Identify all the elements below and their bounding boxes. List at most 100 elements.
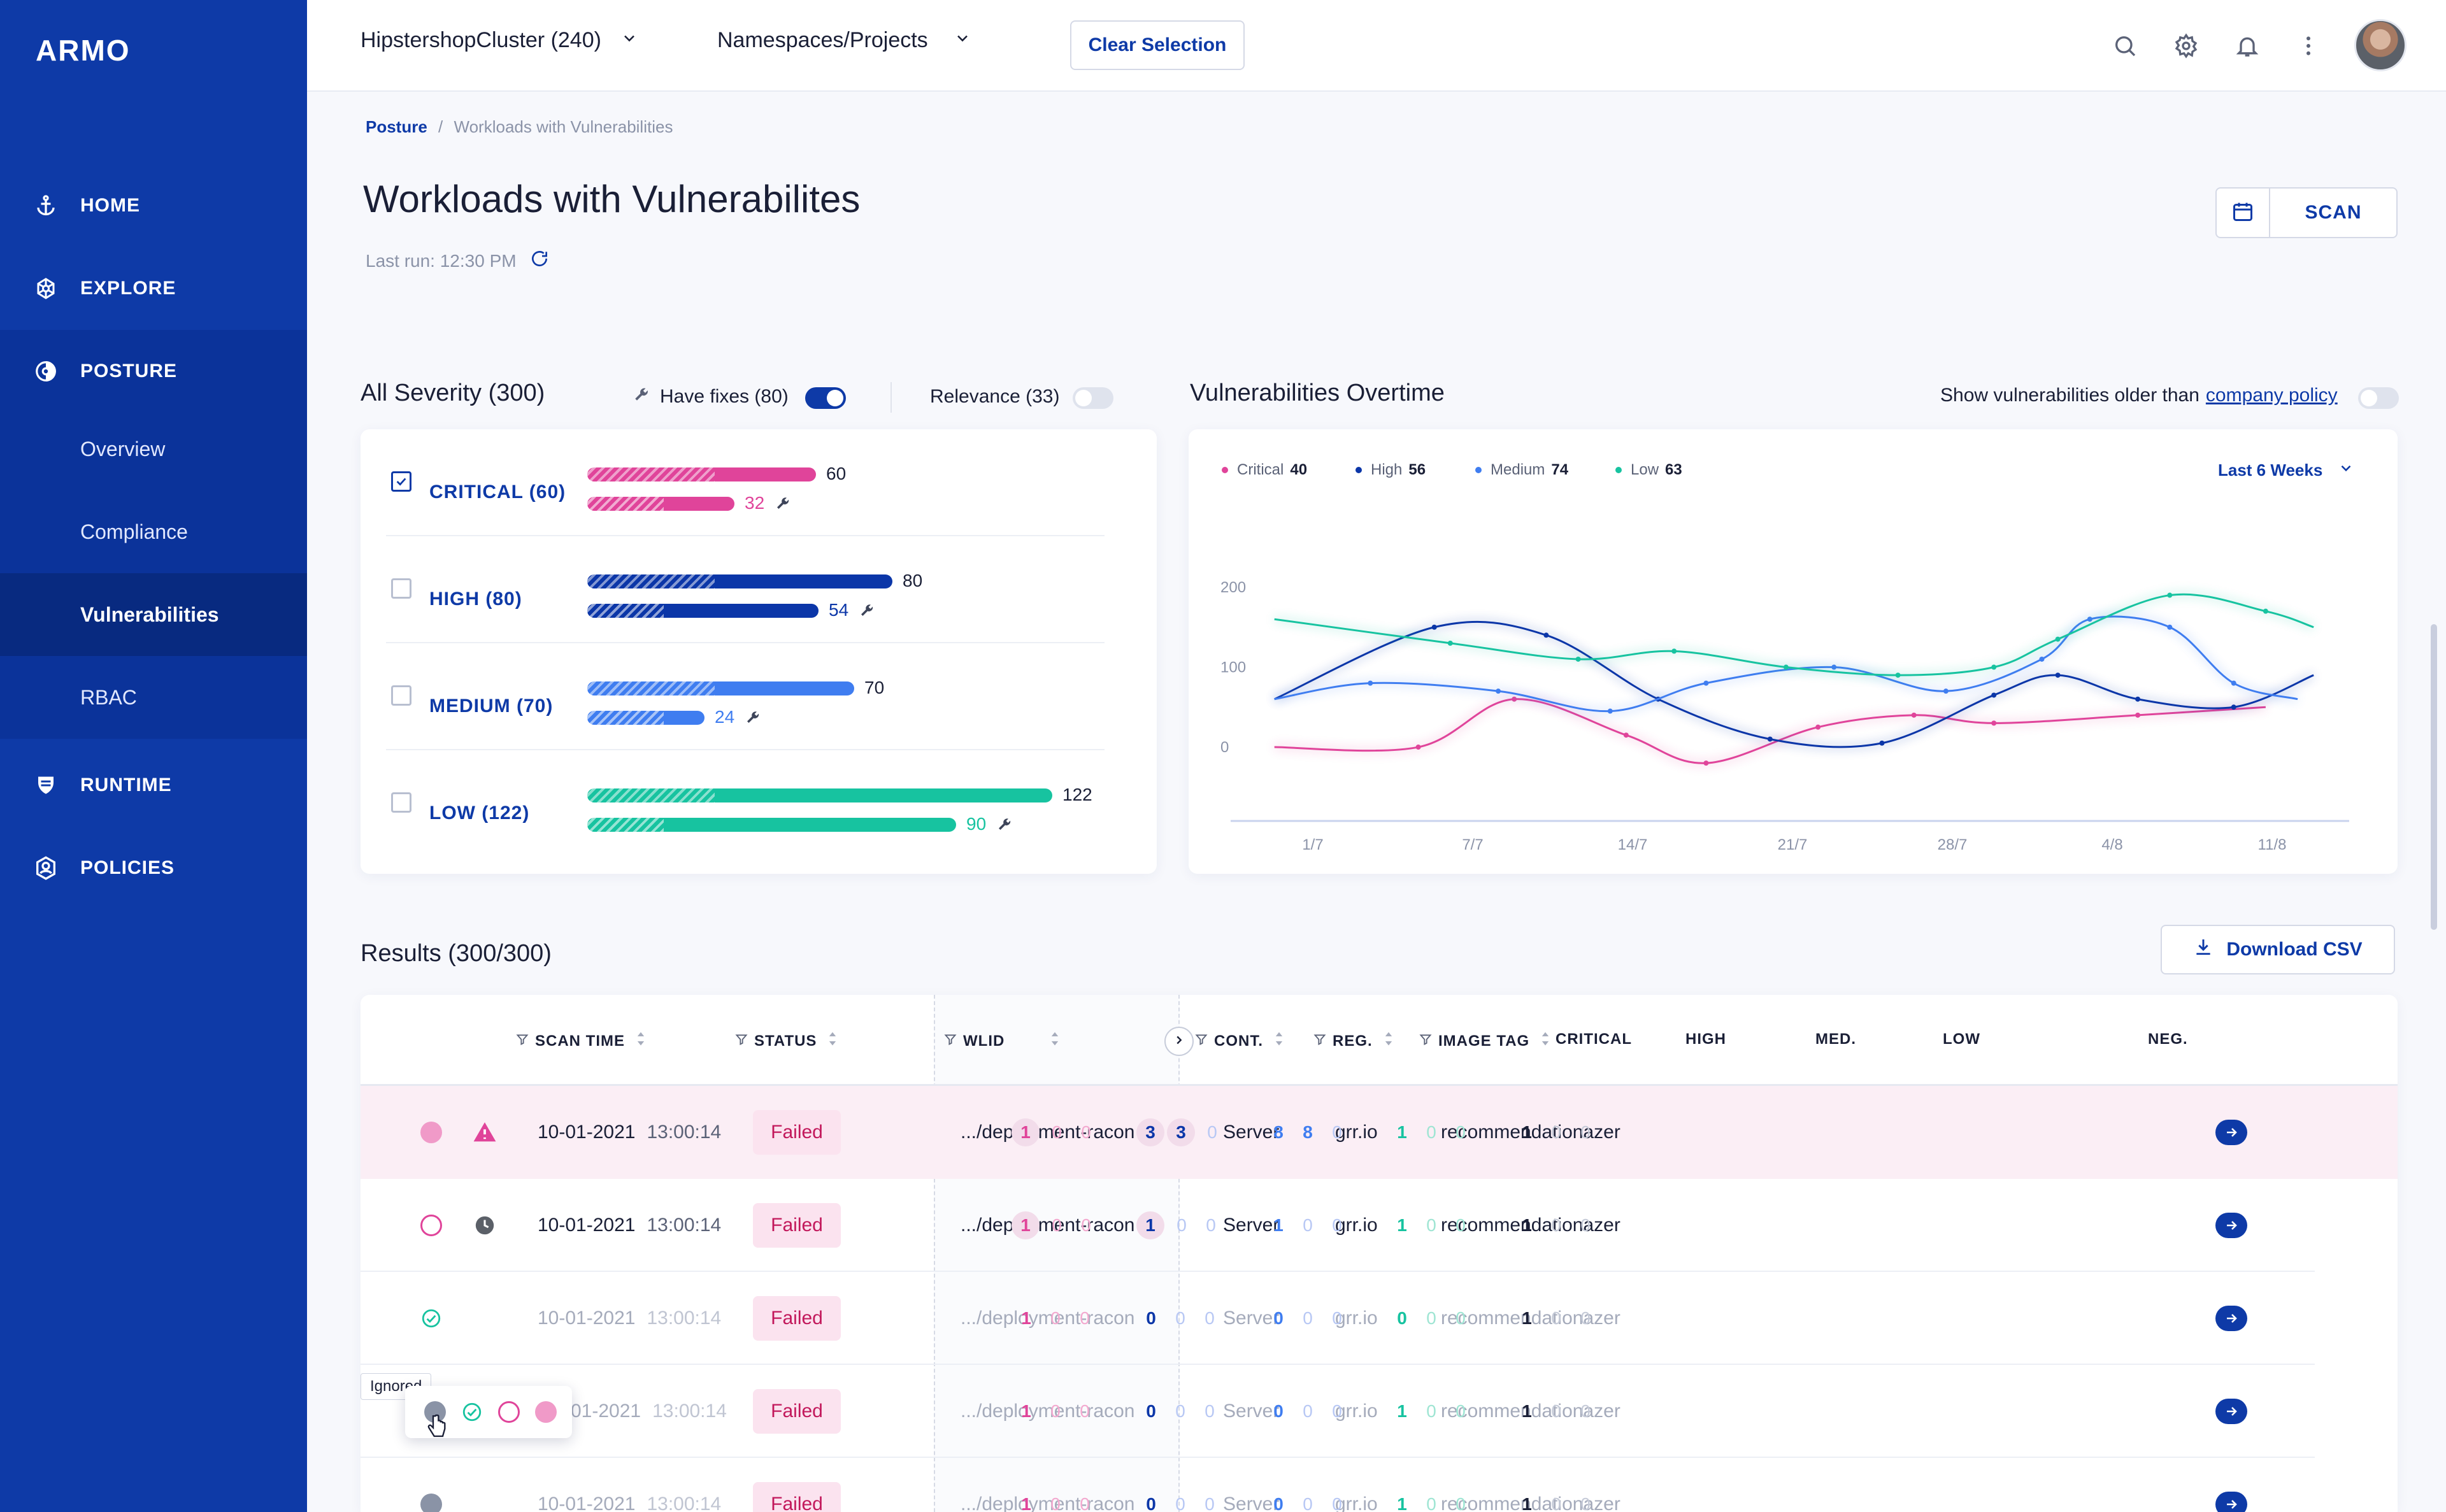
- series-point: [2231, 680, 2236, 686]
- table-row[interactable]: 10-01-2021 13:00:14 Failed .../deployment-r…: [361, 1179, 2398, 1272]
- sidebar-item-overview[interactable]: Overview: [0, 408, 307, 490]
- page-scrollbar[interactable]: [2431, 624, 2437, 930]
- posture-icon: [33, 359, 59, 384]
- table-row[interactable]: 10-01-2021 13:00:14 Failed .../deployment-r…: [361, 1458, 2398, 1512]
- filter-icon[interactable]: [944, 1032, 957, 1050]
- open-row-button[interactable]: [2215, 1120, 2247, 1145]
- clear-selection-button[interactable]: Clear Selection: [1070, 20, 1245, 70]
- open-row-button[interactable]: [2215, 1492, 2247, 1512]
- column-header[interactable]: IMAGE TAG: [1419, 1031, 1551, 1052]
- nav-runtime[interactable]: RUNTIME: [0, 744, 307, 827]
- legend-item[interactable]: Medium 74: [1475, 461, 1568, 479]
- avatar[interactable]: [2354, 19, 2407, 71]
- bell-icon[interactable]: [2232, 31, 2263, 61]
- table-row[interactable]: 10-01-2021 13:00:14 Failed .../deployment-r…: [361, 1086, 2398, 1179]
- namespace-select[interactable]: Namespaces/Projects: [717, 28, 971, 53]
- sort-icon[interactable]: [1273, 1031, 1285, 1052]
- column-header[interactable]: NEG.: [2148, 1031, 2188, 1048]
- cell-wlid[interactable]: .../deployment-racon: [961, 1215, 1135, 1236]
- download-csv-button[interactable]: Download CSV: [2161, 925, 2395, 974]
- expand-columns-button[interactable]: [1164, 1027, 1194, 1056]
- column-header[interactable]: MED.: [1815, 1031, 1856, 1048]
- severity-checkbox[interactable]: [391, 792, 411, 813]
- count-value: 0: [1551, 1401, 1561, 1421]
- open-row-button[interactable]: [2215, 1213, 2247, 1238]
- scan-date: 10-01-2021: [538, 1122, 636, 1143]
- column-header-label: CONT.: [1214, 1032, 1263, 1050]
- filter-icon[interactable]: [1195, 1032, 1208, 1050]
- armo-logo[interactable]: ARMO: [36, 34, 131, 67]
- column-header[interactable]: CRITICAL: [1556, 1031, 1632, 1048]
- filter-icon[interactable]: [735, 1032, 748, 1050]
- column-header[interactable]: WLID: [944, 1031, 1061, 1052]
- sort-icon[interactable]: [1383, 1031, 1394, 1052]
- column-header[interactable]: HIGH: [1685, 1031, 1726, 1048]
- check-circle-icon[interactable]: [420, 1308, 442, 1329]
- nav-explore[interactable]: EXPLORE: [0, 247, 307, 330]
- column-header[interactable]: LOW: [1943, 1031, 1980, 1048]
- status-dot[interactable]: [420, 1215, 442, 1236]
- count-value: 0: [1426, 1308, 1436, 1328]
- column-header[interactable]: SCAN TIME: [516, 1031, 647, 1052]
- filter-icon[interactable]: [516, 1032, 529, 1050]
- sidebar-item-rbac[interactable]: RBAC: [0, 656, 307, 739]
- nav-home[interactable]: HOME: [0, 164, 307, 247]
- cluster-select[interactable]: HipstershopCluster (240): [361, 28, 638, 53]
- count-value: 1: [1021, 1401, 1031, 1421]
- status-dot[interactable]: [420, 1494, 442, 1512]
- sidebar-item-vulnerabilities[interactable]: Vulnerabilities: [0, 573, 307, 656]
- check-circle-icon[interactable]: [461, 1401, 483, 1426]
- sort-icon[interactable]: [827, 1031, 838, 1052]
- nav-policies[interactable]: POLICIES: [0, 827, 307, 909]
- filter-icon[interactable]: [1313, 1032, 1326, 1050]
- sort-icon[interactable]: [1540, 1031, 1551, 1052]
- namespace-select-value: Namespaces/Projects: [717, 28, 928, 52]
- legend-item[interactable]: Critical 40: [1222, 461, 1307, 479]
- range-select[interactable]: Last 6 Weeks: [2218, 460, 2354, 481]
- breadcrumb-posture[interactable]: Posture: [366, 117, 427, 136]
- chevron-down-icon: [620, 28, 638, 53]
- open-row-button[interactable]: [2215, 1399, 2247, 1424]
- sidebar-item-compliance[interactable]: Compliance: [0, 490, 307, 573]
- sort-icon[interactable]: [1049, 1031, 1061, 1052]
- series-point: [1368, 680, 1373, 686]
- table-row[interactable]: 01-2021 13:00:14 Failed .../deployment-raco…: [361, 1365, 2398, 1458]
- filter-icon[interactable]: [1419, 1032, 1432, 1050]
- cell-wlid[interactable]: .../deployment-racon: [961, 1401, 1135, 1422]
- count-value: 0: [1303, 1215, 1313, 1235]
- search-icon[interactable]: [2110, 31, 2140, 61]
- nav-posture[interactable]: POSTURE: [0, 330, 307, 413]
- legend-item[interactable]: High 56: [1355, 461, 1426, 479]
- open-row-button[interactable]: [2215, 1306, 2247, 1331]
- cell-wlid[interactable]: .../deployment-racon: [961, 1122, 1135, 1143]
- column-header[interactable]: CONT.: [1195, 1031, 1285, 1052]
- severity-checkbox[interactable]: [391, 685, 411, 706]
- more-icon[interactable]: [2293, 31, 2324, 61]
- cell-wlid[interactable]: .../deployment-racon: [961, 1308, 1135, 1329]
- series-point: [2135, 696, 2141, 702]
- older-than-toggle[interactable]: [2358, 387, 2399, 409]
- severity-checkbox[interactable]: [391, 578, 411, 599]
- open-option[interactable]: [498, 1401, 520, 1423]
- cell-cont: Server: [1223, 1308, 1280, 1329]
- have-fixes-toggle[interactable]: [805, 387, 846, 409]
- company-policy-link[interactable]: company policy: [2205, 385, 2338, 406]
- refresh-icon[interactable]: [529, 248, 550, 273]
- table-row[interactable]: 10-01-2021 13:00:14 Failed .../deployment-r…: [361, 1272, 2398, 1365]
- gear-icon[interactable]: [2171, 31, 2201, 61]
- series-point: [2167, 624, 2173, 630]
- flagged-option[interactable]: [535, 1401, 557, 1423]
- scan-button[interactable]: SCAN: [2305, 202, 2362, 223]
- column-header[interactable]: REG.: [1313, 1031, 1394, 1052]
- count-value: 0: [1455, 1308, 1466, 1328]
- status-dot[interactable]: [420, 1122, 442, 1143]
- cell-wlid[interactable]: .../deployment-racon: [961, 1494, 1135, 1512]
- legend-item[interactable]: Low 63: [1615, 461, 1682, 479]
- relevance-toggle[interactable]: [1073, 387, 1113, 409]
- sort-icon[interactable]: [635, 1031, 647, 1052]
- count-value: 0: [1052, 1215, 1062, 1235]
- schedule-button[interactable]: [2217, 189, 2270, 237]
- severity-checkbox[interactable]: [391, 471, 411, 492]
- column-header[interactable]: STATUS: [735, 1031, 838, 1052]
